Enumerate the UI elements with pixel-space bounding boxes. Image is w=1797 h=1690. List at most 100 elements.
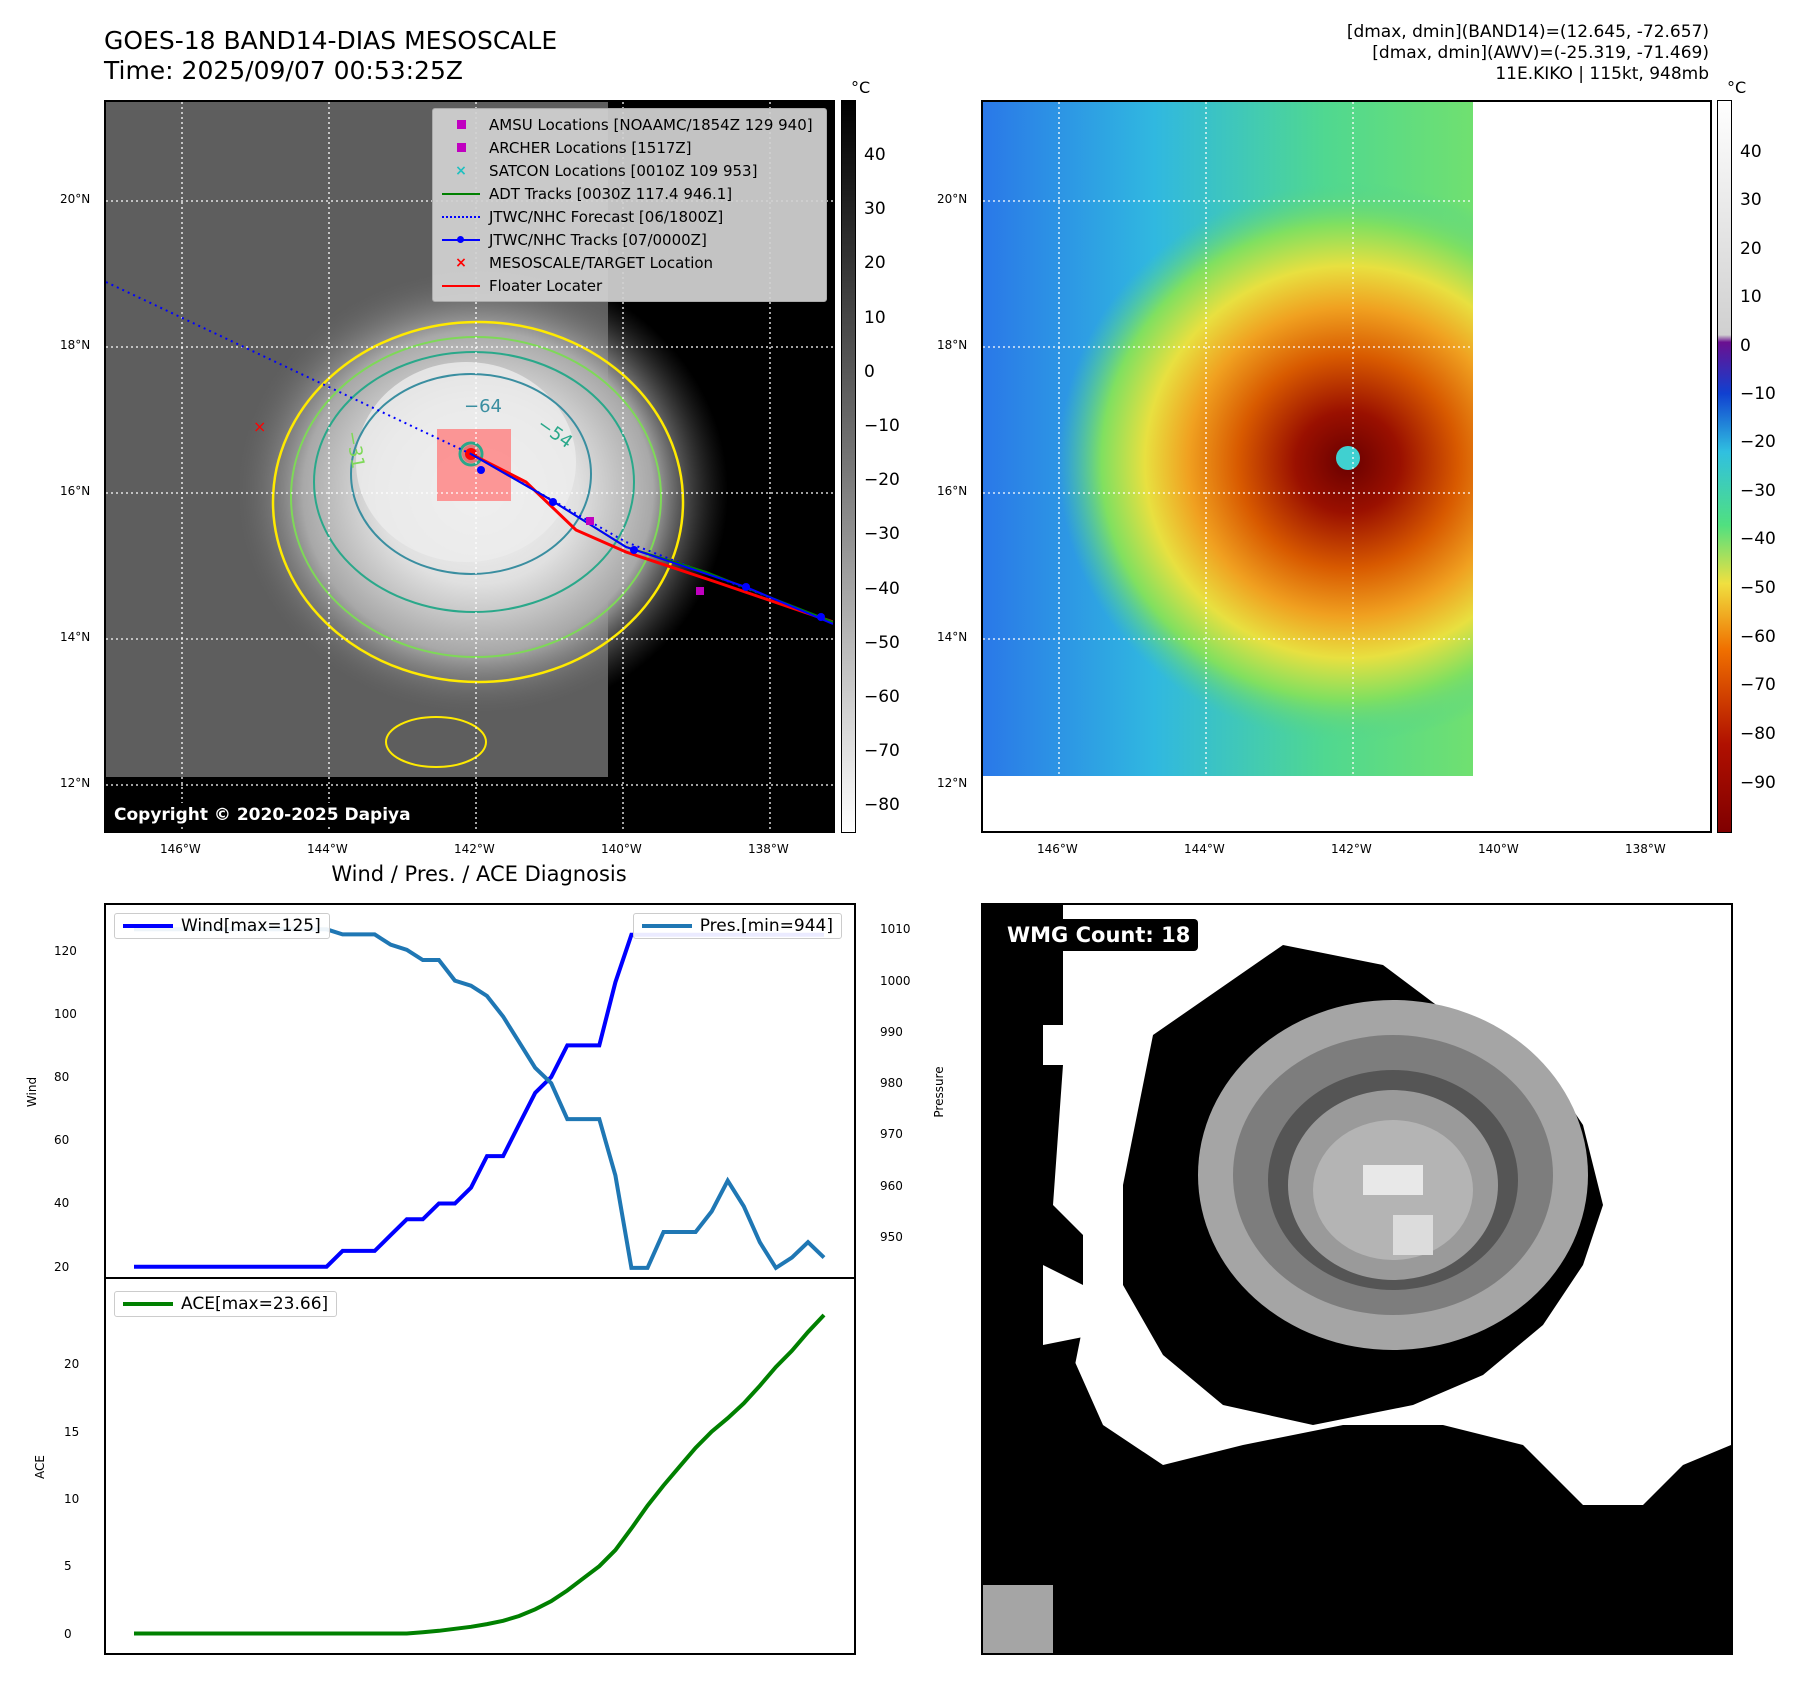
chart-time: Time: 2025/09/07 00:53:25Z: [104, 56, 463, 85]
legend-item-tracks: JTWC/NHC Tracks [07/0000Z]: [441, 228, 818, 251]
square-marker-icon: [441, 118, 481, 132]
ace-legend: ACE[max=23.66]: [114, 1291, 338, 1317]
legend-item-floater: Floater Locater: [441, 274, 818, 297]
pressure-tick-label: 990: [880, 1024, 903, 1039]
diag-title: Wind / Pres. / ACE Diagnosis: [331, 862, 627, 886]
pressure-axis-label: Pressure: [932, 1066, 946, 1118]
ir-colorbar-tick: 0: [864, 361, 875, 382]
wv-colorbar-tick: 20: [1740, 239, 1762, 259]
line-icon: [441, 187, 481, 201]
ace-tick-label: 10: [64, 1491, 80, 1506]
info-band14: [dmax, dmin](BAND14)=(12.645, -72.657): [1346, 22, 1709, 42]
square-marker-icon: [441, 141, 481, 155]
pres-line-icon: [641, 924, 692, 928]
lat-tick-label: 20°N: [937, 192, 968, 206]
wind-tick-label: 60: [54, 1133, 70, 1148]
lat-tick-label: 18°N: [60, 338, 91, 352]
lat-tick-label: 16°N: [60, 484, 91, 498]
lon-tick-label: 138°W: [1625, 842, 1666, 856]
lat-tick-label: 14°N: [937, 630, 968, 644]
pressure-series-line: [134, 927, 826, 1271]
ace-tick-label: 15: [64, 1424, 80, 1439]
x-marker-icon: ×: [455, 162, 467, 179]
pressure-tick-label: 980: [880, 1076, 903, 1091]
lon-tick-label: 140°W: [1478, 842, 1519, 856]
ir-colorbar-tick: −20: [864, 470, 900, 491]
wind-axis-label: Wind: [25, 1076, 39, 1108]
wv-map-image: [983, 102, 1710, 831]
ir-colorbar-tick: 40: [864, 145, 886, 165]
lat-tick-label: 12°N: [937, 776, 968, 790]
ace-series-line: [134, 1313, 826, 1636]
wv-colorbar-tick: −30: [1740, 481, 1776, 501]
lon-tick-label: 142°W: [1331, 842, 1372, 856]
lon-tick-label: 146°W: [1037, 842, 1078, 856]
legend-item-archer: ARCHER Locations [1517Z]: [441, 136, 818, 159]
wv-colorbar-unit: °C: [1727, 78, 1747, 97]
wind-line-icon: [123, 924, 173, 928]
wv-colorbar-tick: −20: [1740, 432, 1776, 452]
wind-tick-label: 100: [54, 1006, 77, 1021]
x-marker-icon: ×: [455, 254, 467, 271]
line-dot-icon: [441, 233, 481, 247]
pressure-tick-label: 960: [880, 1178, 903, 1193]
lat-tick-label: 16°N: [937, 484, 968, 498]
ace-tick-label: 0: [64, 1626, 72, 1641]
ir-colorbar-tick: 10: [864, 307, 886, 328]
pressure-tick-label: 1010: [880, 922, 911, 937]
ir-map-legend: AMSU Locations [NOAAMC/1854Z 129 940] AR…: [432, 108, 827, 302]
ace-axis-label: ACE: [33, 1455, 47, 1479]
wv-colorbar-tick: 10: [1740, 287, 1762, 307]
legend-item-forecast: JTWC/NHC Forecast [06/1800Z]: [441, 205, 818, 228]
pres-legend: Pres.[min=944]: [632, 913, 842, 939]
wv-colorbar-tick: −80: [1740, 724, 1776, 744]
info-awv: [dmax, dmin](AWV)=(-25.319, -71.469): [1372, 43, 1709, 63]
lat-tick-label: 12°N: [60, 776, 91, 790]
chart-title: GOES-18 BAND14-DIAS MESOSCALE: [104, 26, 558, 55]
wv-colorbar-tick: 40: [1740, 142, 1762, 162]
wv-colorbar-tick: −60: [1740, 627, 1776, 647]
wind-tick-label: 120: [54, 943, 77, 958]
info-storm: 11E.KIKO | 115kt, 948mb: [1495, 64, 1709, 84]
wind-legend: Wind[max=125]: [114, 913, 330, 939]
wv-colorbar-tick: −10: [1740, 384, 1776, 404]
svg-text:×: ×: [253, 417, 266, 436]
ir-colorbar-tick: 20: [864, 253, 886, 274]
lon-tick-label: 146°W: [160, 842, 201, 856]
ir-map-panel: × −64 −54 −31 AMSU Locations [NOAAMC/185…: [104, 100, 835, 833]
ace-plot: [134, 1313, 826, 1636]
ir-colorbar-tick: −60: [864, 687, 900, 707]
wind-series-line: [134, 932, 824, 1269]
ir-colorbar-tick: 30: [864, 199, 886, 220]
pressure-tick-label: 1000: [880, 973, 911, 988]
contour-label-64: −64: [464, 396, 502, 417]
legend-item-mesoscale: × MESOSCALE/TARGET Location: [441, 251, 818, 274]
ir-colorbar-tick: −30: [864, 524, 900, 545]
dotted-line-icon: [441, 210, 481, 224]
ace-line-icon: [123, 1302, 173, 1306]
wind-pres-plot: [134, 927, 826, 1271]
wv-colorbar-tick: −40: [1740, 529, 1776, 549]
wmg-panel: WMG Count: 18: [981, 903, 1733, 1655]
legend-item-adt: ADT Tracks [0030Z 117.4 946.1]: [441, 182, 818, 205]
wmg-image: [983, 905, 1731, 1653]
wv-colorbar-tick: −50: [1740, 578, 1776, 598]
lat-tick-label: 20°N: [60, 192, 91, 206]
ace-tick-label: 5: [64, 1559, 72, 1574]
lat-tick-label: 18°N: [937, 338, 968, 352]
wv-colorbar: [1717, 100, 1732, 833]
ir-colorbar-tick: −70: [864, 741, 900, 762]
wv-colorbar-tick: 30: [1740, 190, 1762, 210]
wv-colorbar-tick: −90: [1740, 773, 1776, 793]
ir-colorbar-unit: °C: [851, 78, 871, 97]
legend-item-satcon: × SATCON Locations [0010Z 109 953]: [441, 159, 818, 182]
wind-tick-label: 80: [54, 1070, 70, 1085]
pressure-tick-label: 970: [880, 1127, 903, 1142]
pressure-tick-label: 950: [880, 1230, 903, 1245]
ir-colorbar: [841, 100, 856, 833]
wv-colorbar-tick: −70: [1740, 675, 1776, 695]
wmg-count-badge: WMG Count: 18: [999, 919, 1199, 951]
line-icon: [441, 279, 481, 293]
ace-panel: ACE[max=23.66]: [104, 1277, 856, 1655]
lat-tick-label: 14°N: [60, 630, 91, 644]
